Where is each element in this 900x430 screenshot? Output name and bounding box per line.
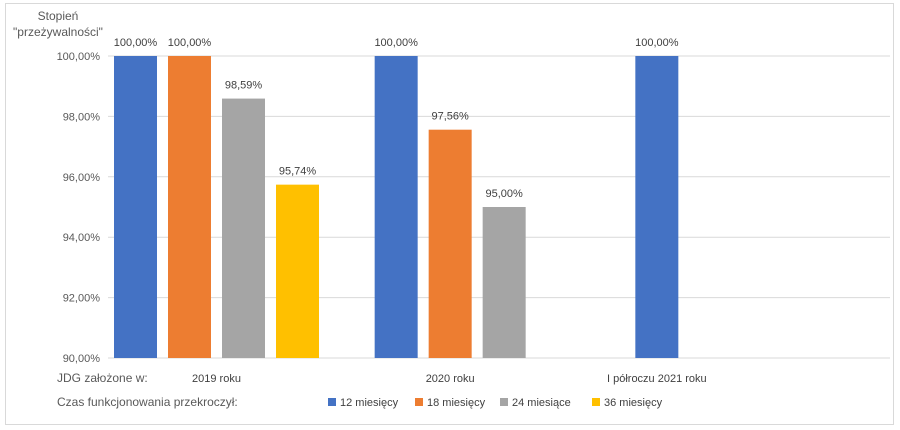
- bar-0-2: [222, 98, 265, 358]
- y-tick-label-3: 96,00%: [63, 172, 101, 184]
- category-label-2: I półroczu 2021 roku: [607, 373, 707, 385]
- y-axis-title-line2: "przeżywalności": [13, 25, 103, 39]
- data-label-1-1: 97,56%: [432, 111, 470, 123]
- data-labels: 100,00% 100,00% 98,59% 95,74% 100,00% 97,56% 9…: [114, 37, 679, 200]
- legend-swatch-0: [328, 398, 336, 406]
- legend-label-2: 24 miesiące: [512, 397, 571, 409]
- x-axis-categories: 2019 roku 2020 roku I półroczu 2021 roku: [192, 373, 707, 385]
- legend-title: Czas funkcjonowania przekroczył:: [57, 395, 238, 409]
- legend-label-3: 36 miesięcy: [604, 397, 663, 409]
- y-axis-ticks: 90,00% 92,00% 94,00% 96,00% 98,00% 100,00%: [57, 51, 101, 365]
- legend: 12 miesięcy 18 miesięcy 24 miesiące 36 mies…: [328, 397, 663, 409]
- data-label-0-2: 98,59%: [225, 80, 263, 92]
- data-label-1-0: 100,00%: [374, 37, 418, 49]
- bar-2-0: [635, 56, 679, 358]
- category-label-0: 2019 roku: [192, 373, 241, 385]
- y-tick-label-4: 98,00%: [63, 111, 101, 123]
- x-axis-title: JDG założone w:: [57, 371, 148, 385]
- y-tick-label-2: 94,00%: [63, 232, 101, 244]
- legend-swatch-3: [592, 398, 600, 406]
- data-label-1-2: 95,00%: [486, 188, 524, 200]
- data-label-0-3: 95,74%: [279, 166, 317, 178]
- y-tick-label-1: 92,00%: [63, 293, 101, 305]
- bar-0-1: [168, 56, 211, 358]
- legend-swatch-1: [415, 398, 423, 406]
- bar-1-2: [482, 207, 526, 358]
- data-label-0-0: 100,00%: [114, 37, 158, 49]
- bar-1-0: [374, 56, 418, 358]
- bar-1-1: [428, 129, 472, 358]
- y-tick-label-5: 100,00%: [57, 51, 101, 63]
- legend-label-1: 18 miesięcy: [427, 397, 486, 409]
- bar-0-0: [114, 56, 157, 358]
- data-label-0-1: 100,00%: [168, 37, 212, 49]
- category-label-1: 2020 roku: [426, 373, 475, 385]
- bar-0-3: [276, 184, 319, 358]
- bars: [114, 56, 679, 358]
- legend-label-0: 12 miesięcy: [340, 397, 399, 409]
- data-label-2-0: 100,00%: [635, 37, 679, 49]
- y-axis-title-line1: Stopień: [38, 9, 79, 23]
- legend-swatch-2: [500, 398, 508, 406]
- y-tick-label-0: 90,00%: [63, 353, 101, 365]
